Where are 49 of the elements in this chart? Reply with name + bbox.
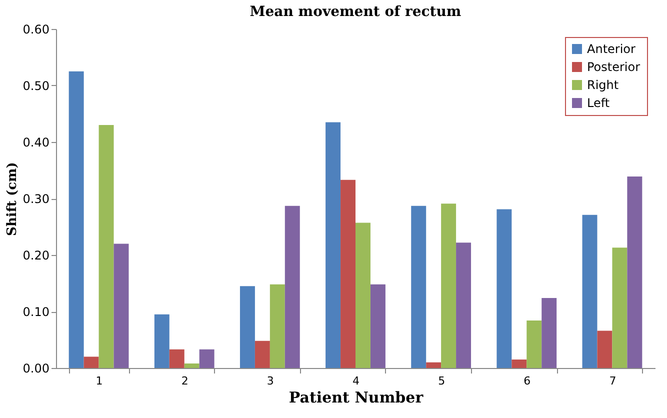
bar bbox=[114, 244, 129, 368]
y-tick-label: 0.30 bbox=[22, 192, 50, 206]
x-tick-label: 4 bbox=[352, 374, 360, 388]
x-tick-label: 1 bbox=[96, 374, 103, 388]
bar bbox=[411, 206, 426, 368]
bar bbox=[512, 360, 527, 368]
bar bbox=[154, 314, 170, 368]
chart-title: Mean movement of rectum bbox=[250, 4, 462, 20]
bar bbox=[254, 340, 270, 368]
legend-label: Anterior bbox=[587, 42, 636, 56]
y-tick-label: 0.40 bbox=[22, 136, 50, 150]
bar bbox=[84, 356, 99, 368]
bar bbox=[270, 284, 285, 368]
bar bbox=[542, 298, 557, 368]
bar bbox=[326, 122, 341, 368]
x-axis-title: Patient Number bbox=[288, 388, 424, 406]
bar bbox=[199, 349, 214, 368]
bar bbox=[441, 204, 456, 368]
bar bbox=[169, 349, 184, 368]
bar bbox=[582, 214, 598, 368]
bar bbox=[456, 242, 472, 368]
bar bbox=[597, 330, 612, 368]
y-tick-label: 0.00 bbox=[22, 362, 50, 376]
bar bbox=[68, 71, 84, 368]
bar bbox=[370, 284, 386, 368]
y-tick-label: 0.50 bbox=[22, 79, 50, 93]
bar bbox=[284, 206, 300, 368]
y-axis-title: Shift (cm) bbox=[4, 162, 20, 236]
bar bbox=[612, 248, 628, 368]
y-tick-label: 0.10 bbox=[22, 305, 50, 319]
x-tick-label: 3 bbox=[266, 374, 274, 388]
y-tick-label: 0.20 bbox=[22, 248, 50, 262]
legend-label: Left bbox=[587, 96, 610, 110]
bar bbox=[526, 320, 542, 368]
bar bbox=[426, 362, 442, 368]
bar bbox=[184, 363, 200, 368]
bar bbox=[340, 180, 356, 368]
x-tick-label: 6 bbox=[524, 374, 531, 388]
x-tick-label: 2 bbox=[181, 374, 188, 388]
bar bbox=[98, 125, 114, 368]
bar bbox=[240, 286, 255, 368]
x-tick-label: 7 bbox=[609, 374, 616, 388]
bar bbox=[356, 222, 370, 368]
bar bbox=[627, 176, 642, 368]
y-tick-label: 0.60 bbox=[22, 22, 50, 36]
legend-label: Right bbox=[587, 78, 619, 92]
x-tick-label: 5 bbox=[438, 374, 446, 388]
bar bbox=[496, 209, 512, 368]
legend-label: Posterior bbox=[587, 60, 640, 74]
